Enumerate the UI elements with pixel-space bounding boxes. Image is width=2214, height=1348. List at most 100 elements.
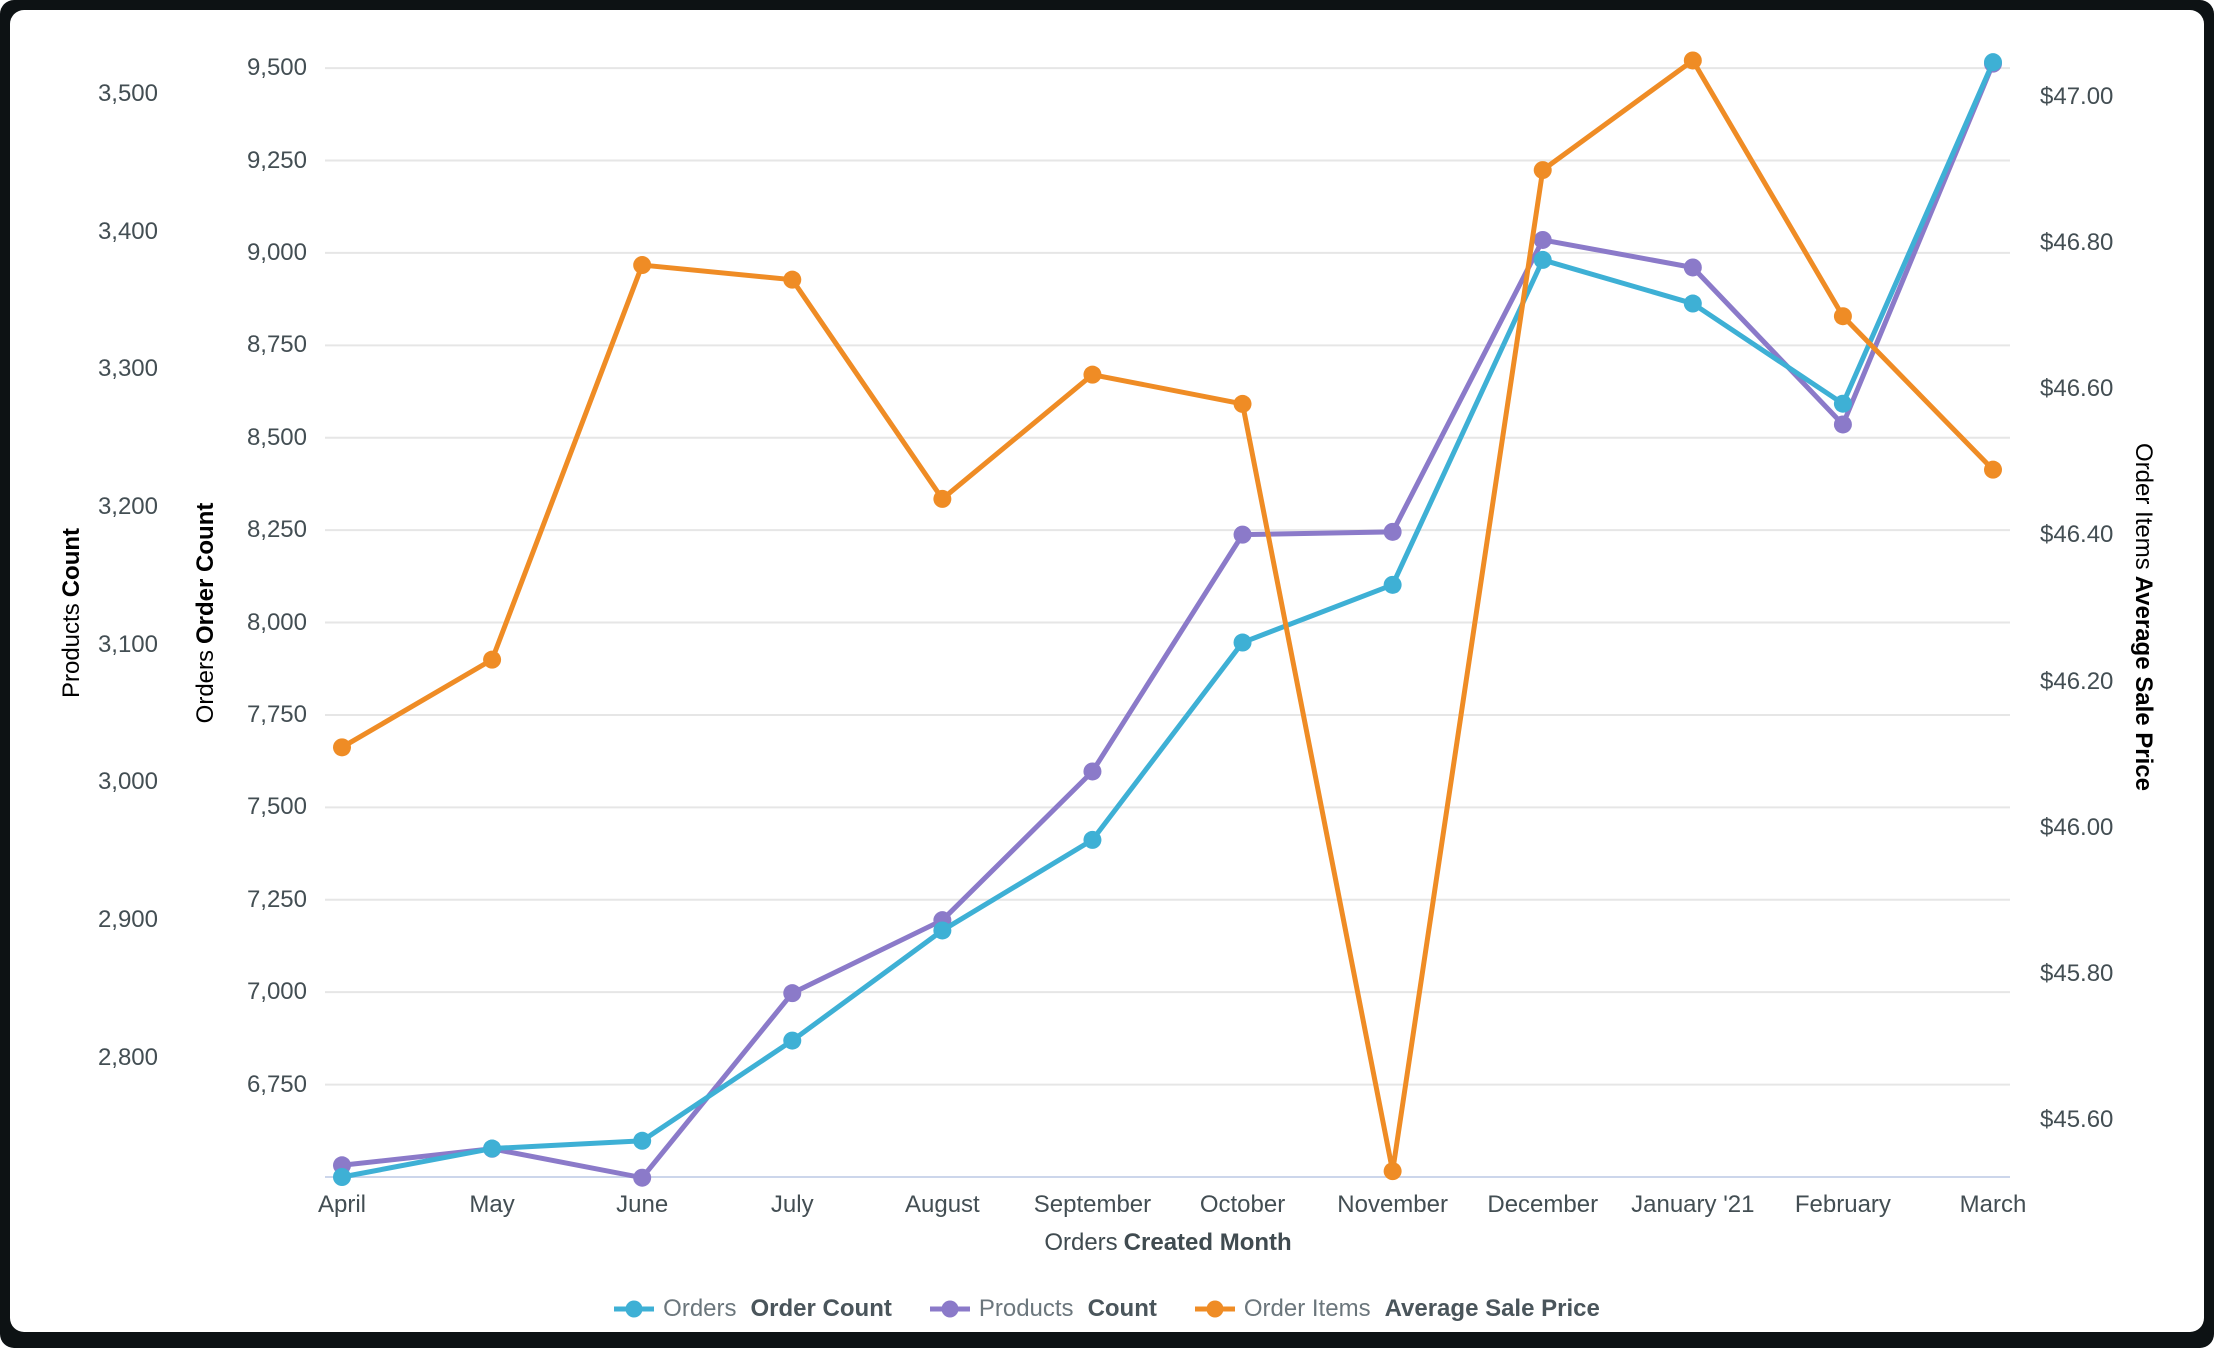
legend-label-field-price: Average Sale Price: [1384, 1295, 1600, 1322]
x-tick-november: November: [1337, 1191, 1448, 1218]
x-tick-april: April: [317, 1191, 366, 1218]
data-point-products-February[interactable]: [1833, 415, 1852, 434]
data-point-price-November[interactable]: [1383, 1162, 1402, 1181]
data-point-orders-June[interactable]: [633, 1131, 652, 1150]
y-tick-products-3400: 3,400: [97, 217, 158, 245]
y-axis-title-orders-view: Orders: [192, 649, 219, 724]
legend-item-orders[interactable]: Orders Order Count: [614, 1295, 892, 1323]
y-axis-title-products-view: Products: [58, 603, 85, 699]
y-tick-price-46.00: $46.00: [2040, 813, 2114, 841]
data-point-price-May[interactable]: [483, 650, 502, 669]
y-tick-products-3300: 3,300: [97, 355, 158, 383]
x-axis-title-view: Orders: [1044, 1229, 1118, 1256]
y-tick-orders-8000: 8,000: [246, 608, 307, 636]
y-tick-price-47.00: $47.00: [2040, 82, 2114, 110]
data-point-orders-May[interactable]: [483, 1139, 502, 1158]
chart-card: [10, 10, 2204, 1332]
legend-label-view-price: Order Items: [1243, 1295, 1371, 1322]
data-point-orders-July[interactable]: [783, 1031, 802, 1050]
data-point-products-September[interactable]: [1083, 762, 1102, 781]
x-tick-october: October: [1199, 1191, 1286, 1218]
data-point-orders-September[interactable]: [1083, 830, 1102, 849]
y-tick-orders-7250: 7,250: [246, 885, 307, 913]
y-tick-orders-8750: 8,750: [246, 331, 307, 359]
data-point-products-June[interactable]: [633, 1168, 652, 1187]
y-tick-orders-9000: 9,000: [246, 238, 307, 266]
x-tick-july: July: [770, 1191, 814, 1218]
y-tick-price-46.40: $46.40: [2040, 521, 2114, 549]
y-tick-price-45.80: $45.80: [2040, 959, 2114, 987]
data-point-price-August[interactable]: [933, 489, 952, 508]
data-point-orders-February[interactable]: [1833, 394, 1852, 413]
y-tick-products-2800: 2,800: [97, 1043, 158, 1071]
data-point-orders-January '21[interactable]: [1683, 294, 1702, 313]
y-tick-orders-7750: 7,750: [246, 700, 307, 728]
x-axis-title: Orders Created Month: [768, 1229, 1568, 1257]
data-point-products-October[interactable]: [1233, 525, 1252, 544]
legend-marker-orders: [614, 1300, 655, 1318]
data-point-price-June[interactable]: [633, 256, 652, 275]
data-point-price-September[interactable]: [1083, 365, 1102, 384]
data-point-orders-October[interactable]: [1233, 633, 1252, 652]
y-tick-orders-6750: 6,750: [246, 1070, 307, 1098]
y-tick-price-46.80: $46.80: [2040, 229, 2114, 257]
series-line-products: [339, 61, 1996, 1181]
y-tick-orders-8250: 8,250: [246, 516, 307, 544]
data-point-orders-August[interactable]: [933, 921, 952, 940]
y-axis-title-products-count: Products Count: [58, 528, 86, 698]
x-tick-december: December: [1487, 1191, 1599, 1218]
series-line-orders: [339, 59, 1996, 1180]
y-tick-orders-8500: 8,500: [246, 423, 307, 451]
data-point-orders-April[interactable]: [333, 1168, 351, 1186]
x-tick-march: March: [1959, 1191, 2027, 1218]
x-tick-february: February: [1794, 1191, 1891, 1218]
data-point-price-July[interactable]: [783, 270, 802, 289]
y-tick-price-46.20: $46.20: [2040, 667, 2114, 695]
legend-label-view-products: Products: [978, 1295, 1074, 1322]
y-tick-products-2900: 2,900: [97, 906, 158, 934]
data-point-price-December[interactable]: [1533, 161, 1552, 180]
y-axis-title-price-field: Average Sale Price: [2130, 575, 2157, 791]
series-line-price: [339, 57, 1996, 1174]
data-point-price-January '21[interactable]: [1683, 51, 1702, 70]
data-point-products-January '21[interactable]: [1683, 258, 1702, 277]
data-point-price-April[interactable]: [333, 738, 351, 757]
legend-item-products[interactable]: Products Count: [929, 1295, 1157, 1323]
y-axis-title-products-field: Count: [58, 527, 85, 598]
y-tick-products-3200: 3,200: [97, 493, 158, 521]
data-point-products-July[interactable]: [783, 984, 802, 1003]
data-point-orders-March[interactable]: [1984, 53, 2002, 72]
y-axis-title-orders-field: Order Count: [192, 502, 219, 644]
y-tick-orders-9500: 9,500: [246, 54, 307, 82]
data-point-products-November[interactable]: [1383, 522, 1402, 541]
data-point-price-February[interactable]: [1833, 307, 1852, 326]
legend-label-field-products: Count: [1087, 1295, 1157, 1322]
y-tick-products-3500: 3,500: [97, 79, 158, 107]
x-tick-june: June: [616, 1191, 669, 1218]
legend-marker-price: [1194, 1300, 1235, 1318]
y-tick-orders-7500: 7,500: [246, 793, 307, 821]
y-axis-title-orders-order-count: Orders Order Count: [192, 503, 220, 724]
legend-item-price[interactable]: Order Items Average Sale Price: [1194, 1295, 1600, 1323]
y-tick-orders-9250: 9,250: [246, 146, 307, 174]
legend-marker-products: [929, 1300, 970, 1318]
legend-label-field-orders: Order Count: [750, 1295, 892, 1322]
y-axis-title-price-view: Order Items: [2130, 443, 2157, 570]
y-tick-products-3100: 3,100: [97, 630, 158, 658]
x-tick-august: August: [905, 1191, 980, 1218]
legend-label-view-orders: Orders: [663, 1295, 737, 1322]
data-point-orders-November[interactable]: [1383, 575, 1402, 594]
data-point-price-October[interactable]: [1233, 394, 1252, 413]
data-point-orders-December[interactable]: [1533, 250, 1552, 269]
y-tick-products-3000: 3,000: [97, 768, 158, 796]
data-point-price-March[interactable]: [1984, 460, 2002, 479]
x-tick-september: September: [1033, 1191, 1152, 1218]
chart-legend: Orders Order Count Products Count Order Item…: [0, 1292, 2214, 1326]
x-axis-title-field: Created Month: [1123, 1229, 1292, 1256]
data-point-products-December[interactable]: [1533, 230, 1552, 249]
y-tick-price-45.60: $45.60: [2040, 1106, 2114, 1133]
y-tick-price-46.60: $46.60: [2040, 375, 2114, 403]
x-tick-january-21: January '21: [1631, 1191, 1755, 1218]
